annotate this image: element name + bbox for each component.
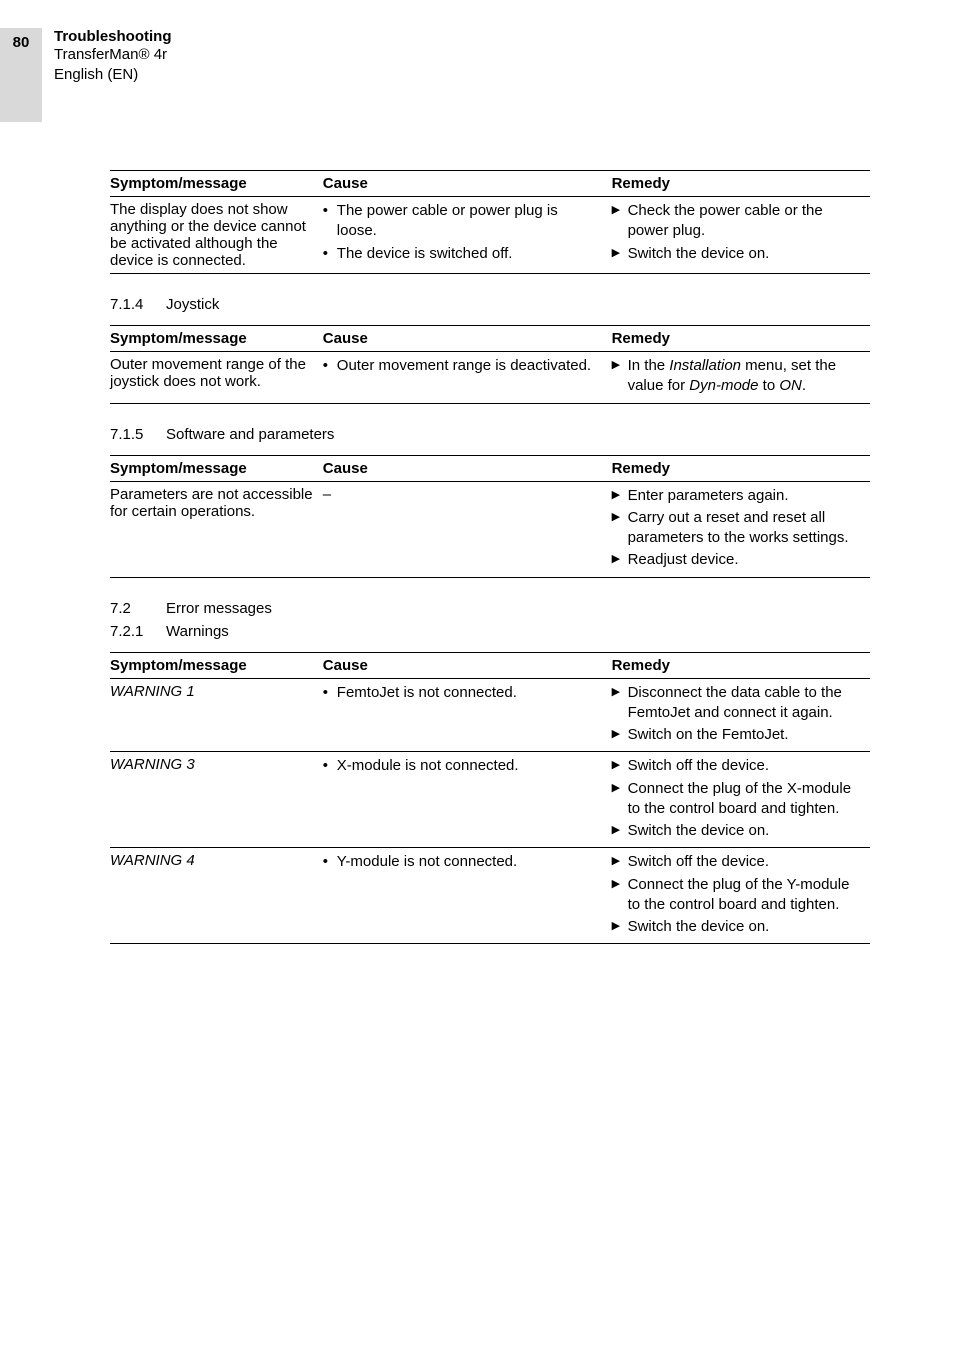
th-remedy: Remedy <box>612 326 870 352</box>
cell-cause: FemtoJet is not connected. <box>323 678 612 752</box>
txt: to <box>759 377 780 394</box>
section-715: 7.1.5Software and parameters <box>110 426 870 443</box>
table-row: WARNING 4 Y-module is not connected. Swi… <box>110 848 870 944</box>
txt: . <box>802 377 806 394</box>
remedy-item: Switch off the device. <box>612 852 860 872</box>
table-software: Symptom/message Cause Remedy Parameters … <box>110 455 870 578</box>
table-row: The display does not show anything or th… <box>110 197 870 274</box>
th-cause: Cause <box>323 652 612 678</box>
remedy-item: Switch the device on. <box>612 917 860 937</box>
remedy-item: Disconnect the data cable to the FemtoJe… <box>612 683 860 724</box>
table-row: Outer movement range of the joystick doe… <box>110 352 870 404</box>
header-lang: English (EN) <box>54 65 172 85</box>
txt: In the <box>628 357 670 374</box>
remedy-item: In the Installation menu, set the value … <box>612 356 860 397</box>
remedy-item: Switch on the FemtoJet. <box>612 725 860 745</box>
th-remedy: Remedy <box>612 652 870 678</box>
th-symptom: Symptom/message <box>110 455 323 481</box>
table-row: Parameters are not accessible for certai… <box>110 481 870 577</box>
cause-item: Y-module is not connected. <box>323 852 602 872</box>
table-row: WARNING 3 X-module is not connected. Swi… <box>110 752 870 848</box>
remedy-item: Switch the device on. <box>612 821 860 841</box>
table-display: Symptom/message Cause Remedy The display… <box>110 170 870 274</box>
remedy-item: Switch off the device. <box>612 756 860 776</box>
remedy-item: Carry out a reset and reset all paramete… <box>612 508 860 549</box>
cell-symptom: WARNING 3 <box>110 752 323 848</box>
cell-remedy: Switch off the device. Connect the plug … <box>612 752 870 848</box>
section-72: 7.2Error messages <box>110 600 870 617</box>
txt-italic: Dyn-mode <box>689 377 758 394</box>
warning-label: WARNING 3 <box>110 756 195 773</box>
th-cause: Cause <box>323 455 612 481</box>
cell-cause: X-module is not connected. <box>323 752 612 848</box>
th-remedy: Remedy <box>612 171 870 197</box>
sec-title: Error messages <box>166 600 272 617</box>
cell-cause: The power cable or power plug is loose. … <box>323 197 612 274</box>
header-product: TransferMan® 4r <box>54 45 172 65</box>
cell-remedy: Switch off the device. Connect the plug … <box>612 848 870 944</box>
cell-symptom: WARNING 1 <box>110 678 323 752</box>
cell-cause: Outer movement range is deactivated. <box>323 352 612 404</box>
section-714: 7.1.4Joystick <box>110 296 870 313</box>
cell-symptom: Outer movement range of the joystick doe… <box>110 352 323 404</box>
cell-remedy: Disconnect the data cable to the FemtoJe… <box>612 678 870 752</box>
section-721: 7.2.1Warnings <box>110 623 870 640</box>
sec-num: 7.1.5 <box>110 426 166 443</box>
cause-item: The device is switched off. <box>323 244 602 264</box>
th-cause: Cause <box>323 326 612 352</box>
th-cause: Cause <box>323 171 612 197</box>
remedy-item: Enter parameters again. <box>612 486 860 506</box>
cause-item: FemtoJet is not connected. <box>323 683 602 703</box>
page-tab: 80 <box>0 28 42 122</box>
sec-title: Warnings <box>166 623 229 640</box>
main-content: Symptom/message Cause Remedy The display… <box>110 170 870 966</box>
th-symptom: Symptom/message <box>110 171 323 197</box>
warning-label: WARNING 1 <box>110 683 195 700</box>
cause-item: X-module is not connected. <box>323 756 602 776</box>
cell-remedy: Enter parameters again. Carry out a rese… <box>612 481 870 577</box>
remedy-item: Connect the plug of the Y-module to the … <box>612 875 860 916</box>
sec-num: 7.2 <box>110 600 166 617</box>
txt-italic: ON <box>779 377 802 394</box>
table-warnings: Symptom/message Cause Remedy WARNING 1 F… <box>110 652 870 945</box>
table-row: WARNING 1 FemtoJet is not connected. Dis… <box>110 678 870 752</box>
sec-num: 7.2.1 <box>110 623 166 640</box>
cell-cause: Y-module is not connected. <box>323 848 612 944</box>
cause-item: Outer movement range is deactivated. <box>323 356 602 376</box>
cell-remedy: Check the power cable or the power plug.… <box>612 197 870 274</box>
cell-symptom: The display does not show anything or th… <box>110 197 323 274</box>
th-symptom: Symptom/message <box>110 326 323 352</box>
sec-num: 7.1.4 <box>110 296 166 313</box>
th-symptom: Symptom/message <box>110 652 323 678</box>
sec-title: Joystick <box>166 296 219 313</box>
cause-item: The power cable or power plug is loose. <box>323 201 602 242</box>
th-remedy: Remedy <box>612 455 870 481</box>
txt-italic: Installation <box>669 357 741 374</box>
page-number: 80 <box>13 34 30 51</box>
header-title: Troubleshooting <box>54 28 172 45</box>
table-joystick: Symptom/message Cause Remedy Outer movem… <box>110 325 870 404</box>
remedy-item: Switch the device on. <box>612 244 860 264</box>
page-header: Troubleshooting TransferMan® 4r English … <box>54 28 172 86</box>
remedy-item: Readjust device. <box>612 550 860 570</box>
remedy-item: Connect the plug of the X-module to the … <box>612 779 860 820</box>
cell-symptom: Parameters are not accessible for certai… <box>110 481 323 577</box>
sec-title: Software and parameters <box>166 426 334 443</box>
warning-label: WARNING 4 <box>110 852 195 869</box>
remedy-item: Check the power cable or the power plug. <box>612 201 860 242</box>
cell-cause: – <box>323 481 612 577</box>
cell-symptom: WARNING 4 <box>110 848 323 944</box>
cell-remedy: In the Installation menu, set the value … <box>612 352 870 404</box>
